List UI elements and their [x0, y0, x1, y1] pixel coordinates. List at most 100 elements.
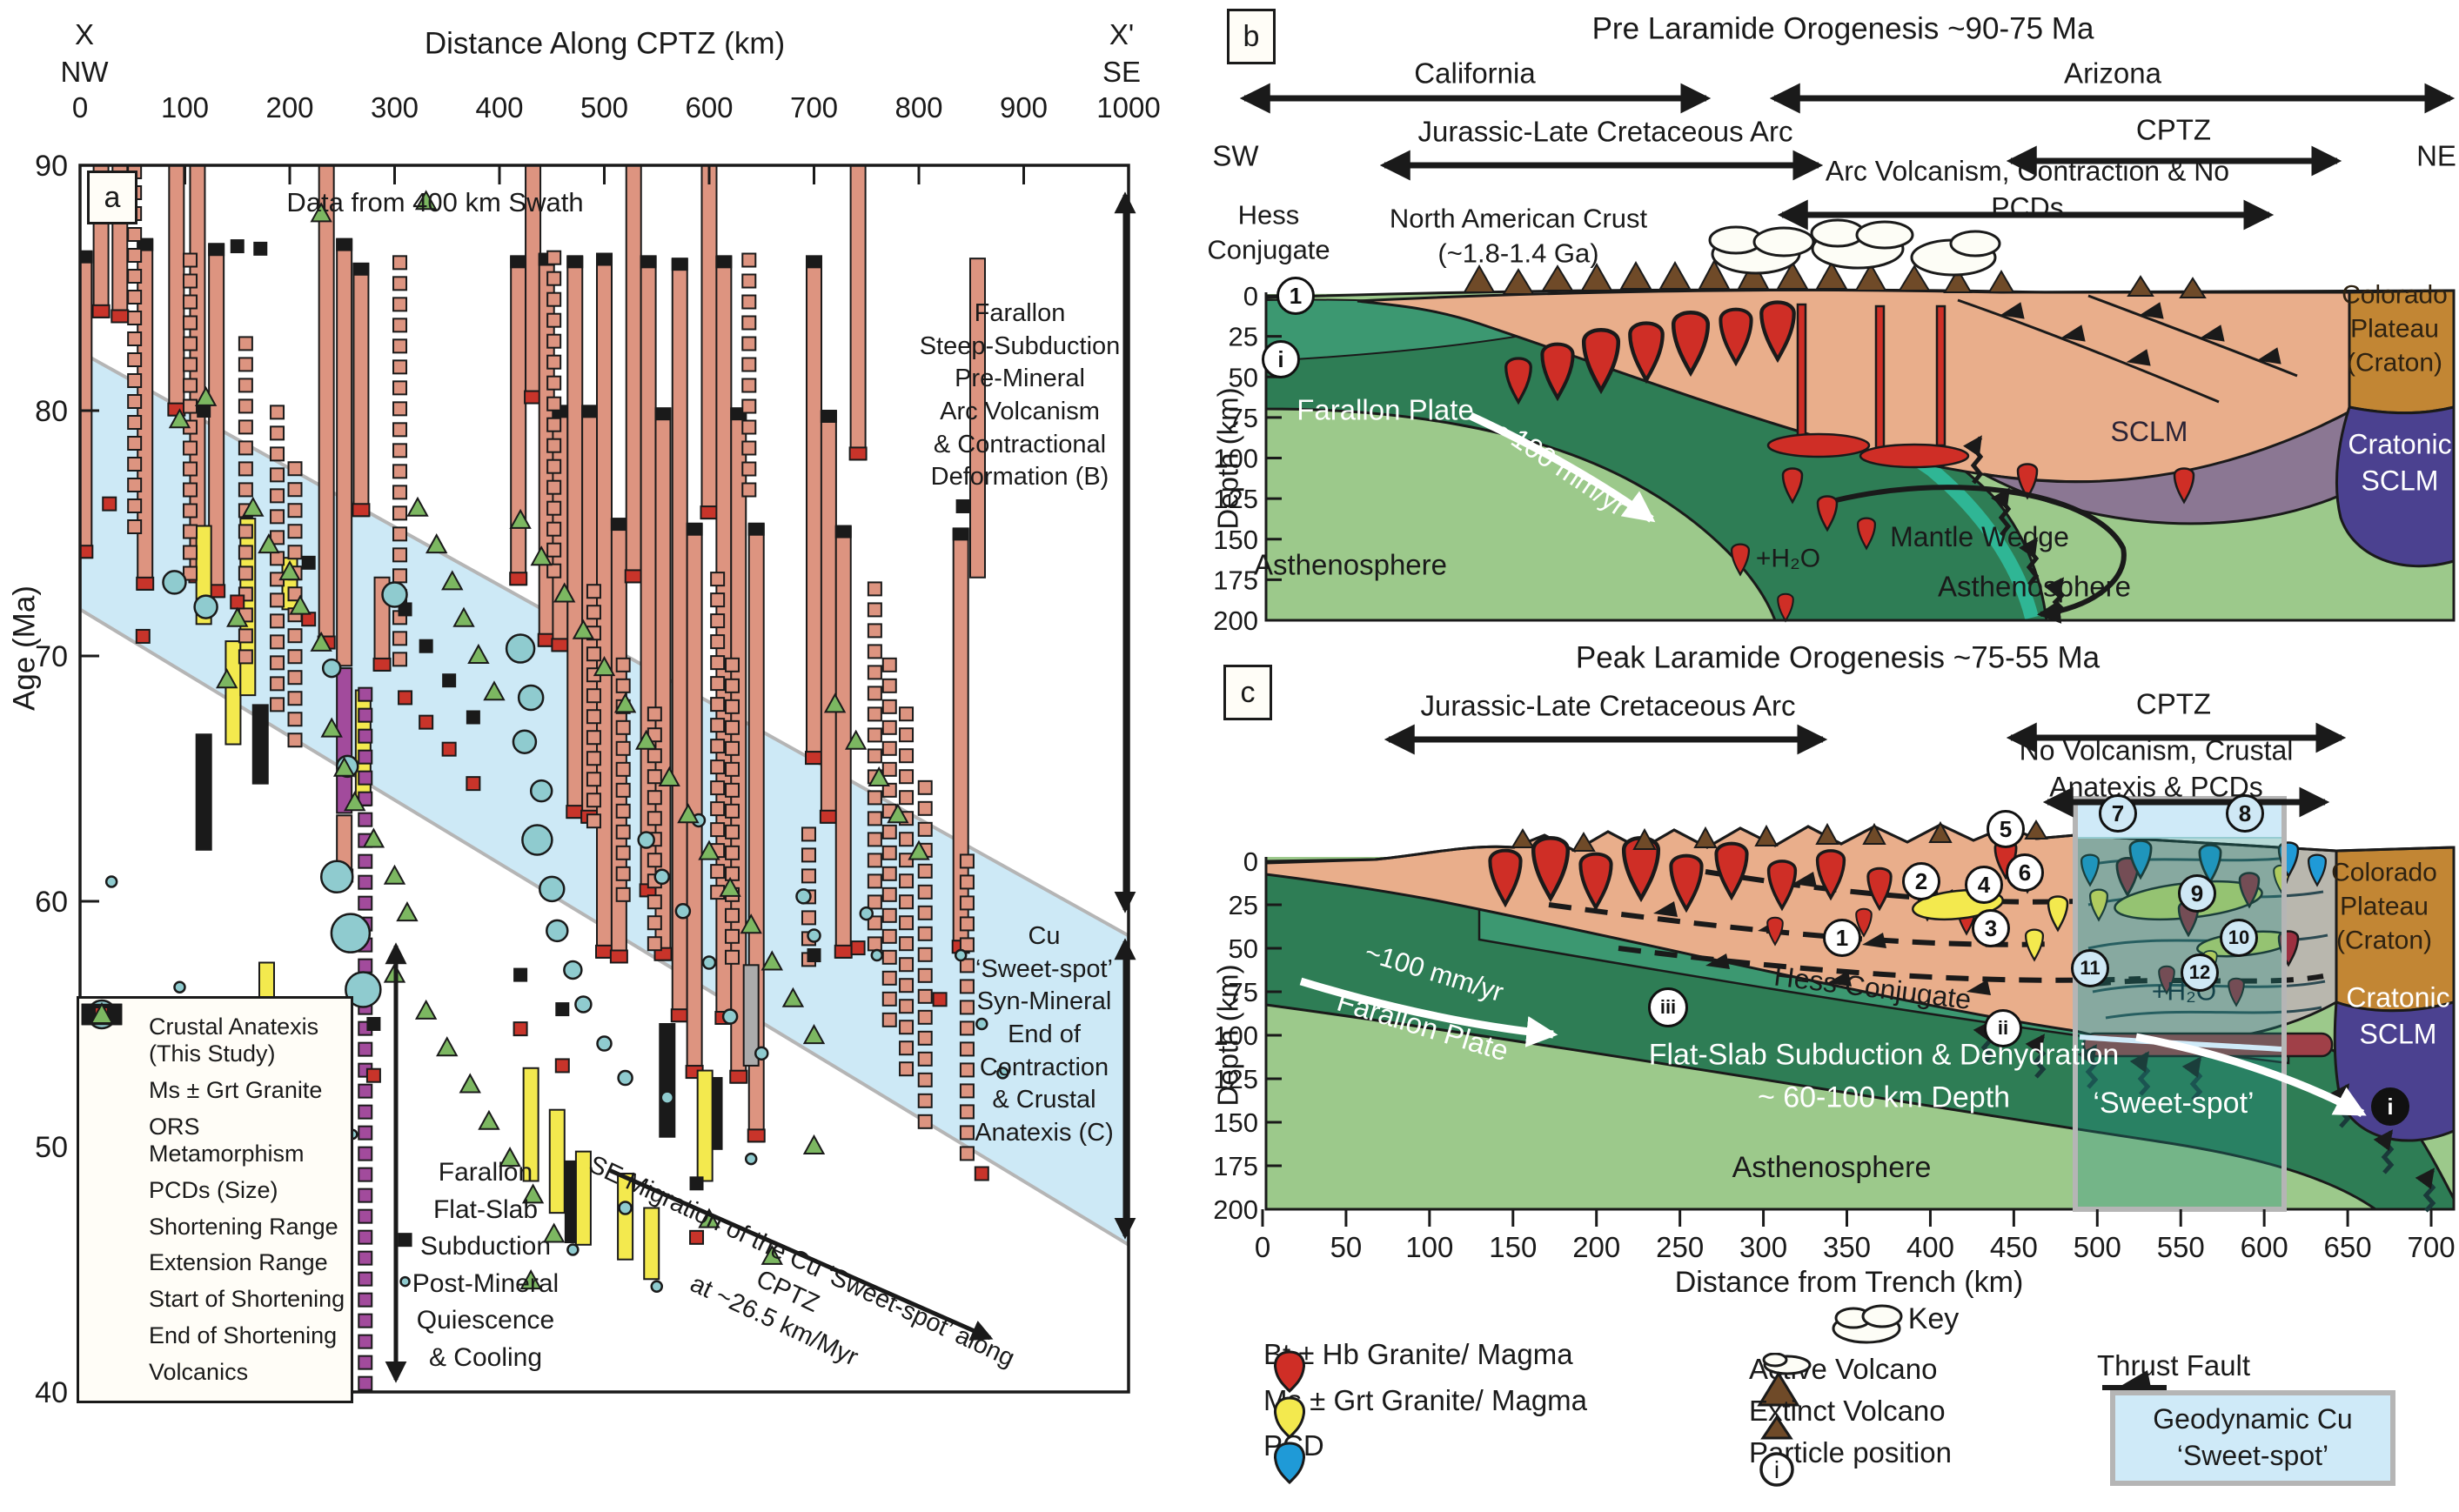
dashed-range-square — [287, 503, 303, 518]
dashed-range-square — [725, 845, 740, 860]
dashed-range-square — [586, 813, 601, 829]
dashed-range-square — [881, 970, 897, 986]
depth-axis-title-c: Depth (km) — [1211, 964, 1244, 1107]
end-cap — [509, 572, 528, 586]
dashed-range-square — [183, 545, 198, 560]
dashed-range-square — [899, 978, 915, 994]
key-item-label: Bt ± Hb Granite/ Magma — [1263, 1338, 1573, 1370]
dashed-range-square — [127, 331, 143, 346]
volcanic-marker — [226, 606, 249, 627]
dashed-range-square — [899, 894, 915, 910]
key-item-thrust-fault: Thrust Fault — [2097, 1349, 2250, 1390]
legend-item: End of Shortening — [79, 1007, 351, 1349]
dashed-range-square — [959, 937, 975, 953]
dashed-range-square — [127, 415, 143, 430]
dashed-range-square — [127, 478, 143, 492]
dashed-range-square — [867, 936, 882, 952]
key-item-pcd-drop: PCD — [1263, 1429, 1324, 1485]
pcd-marker — [574, 995, 593, 1014]
pcd-marker — [173, 980, 186, 994]
pcd-marker — [193, 594, 218, 619]
dashed-range-square — [725, 699, 740, 714]
volcanic-marker — [216, 668, 238, 689]
dashed-range-square — [358, 1125, 373, 1141]
range-bar — [806, 255, 822, 766]
end-cap — [729, 1069, 748, 1084]
volcanic-marker — [332, 756, 356, 777]
dashed-range-square — [183, 524, 198, 539]
dashed-range-square — [238, 565, 253, 581]
end-of-shortening-marker — [365, 1067, 381, 1083]
dashed-range-square — [615, 761, 631, 777]
start-of-shortening-marker — [513, 967, 528, 982]
end-cap — [819, 809, 838, 824]
dashed-range-square — [917, 1030, 933, 1046]
eruption-clouds — [1708, 218, 2001, 277]
start-of-shortening-marker — [955, 498, 970, 513]
volcanoes-b — [1463, 258, 2207, 298]
particle-position-9: 9 — [2178, 874, 2216, 913]
dashed-range-square — [127, 352, 143, 367]
end-cap — [670, 1008, 689, 1023]
dashed-range-square — [725, 928, 740, 944]
dashed-range-square — [546, 396, 562, 411]
dashed-range-square — [392, 505, 408, 521]
range-bar — [548, 1108, 566, 1214]
pcd-marker — [566, 1243, 580, 1256]
dashed-range-square — [899, 790, 915, 806]
legend-item-label: Ms ± Grt Granite — [149, 1076, 323, 1103]
dashed-range-square — [270, 467, 285, 483]
dashed-range-square — [725, 803, 740, 819]
particle-position-1: 1 — [1823, 919, 1861, 957]
volcanic-marker — [740, 913, 762, 934]
dashed-range-square — [710, 613, 726, 629]
particle-position-ii: ii — [1984, 1009, 2022, 1047]
dashed-range-square — [183, 398, 198, 414]
dashed-range-square — [710, 592, 726, 608]
dashed-range-square — [183, 482, 198, 498]
svg-text:50: 50 — [35, 1131, 68, 1164]
dashed-range-square — [867, 706, 882, 722]
dashed-range-square — [127, 519, 143, 534]
region-arc-volcanism: Arc Volcanism, Contraction & No PCDs — [1825, 155, 2230, 223]
particle-position-7: 7 — [2099, 794, 2137, 833]
dashed-range-square — [183, 565, 198, 581]
dashed-range-square — [287, 733, 303, 748]
dashed-range-square — [183, 294, 198, 310]
legend-item-label: Shortening Range — [149, 1213, 338, 1240]
legend-item: Volcanics — [79, 1001, 351, 1386]
dashed-range-square — [392, 652, 408, 667]
panel-a-label: a — [87, 171, 137, 224]
end-of-shortening-marker — [419, 714, 434, 730]
dashed-range-square — [270, 655, 285, 671]
dashed-range-square — [615, 886, 631, 902]
dashed-range-square — [358, 1041, 373, 1057]
dashed-range-square — [287, 628, 303, 644]
dashed-range-square — [615, 678, 631, 693]
dashed-range-square — [358, 853, 373, 869]
dashed-range-square — [127, 373, 143, 388]
dashed-range-square — [392, 297, 408, 312]
dashed-range-square — [392, 380, 408, 396]
dashed-range-square — [741, 357, 757, 372]
end-cap — [609, 949, 628, 964]
pcd-marker — [162, 570, 187, 595]
range-bar — [189, 164, 206, 584]
end-cap — [700, 505, 719, 520]
dashed-range-square — [127, 227, 143, 242]
region-california: California — [1414, 57, 1536, 90]
dashed-range-square — [546, 500, 562, 516]
dashed-range-square — [127, 498, 143, 513]
svg-text:600: 600 — [685, 91, 733, 124]
start-of-shortening-marker — [807, 948, 821, 963]
particle-position-6: 6 — [2006, 853, 2044, 892]
dashed-range-square — [238, 398, 253, 414]
dashed-range-square — [801, 847, 816, 863]
volcanic-marker — [483, 680, 506, 701]
dashed-range-square — [358, 895, 373, 911]
dashed-range-square — [959, 1020, 975, 1036]
dashed-range-square — [710, 780, 726, 796]
dashed-range-square — [546, 458, 562, 474]
dashed-range-square — [358, 1083, 373, 1099]
dashed-range-square — [725, 740, 740, 756]
